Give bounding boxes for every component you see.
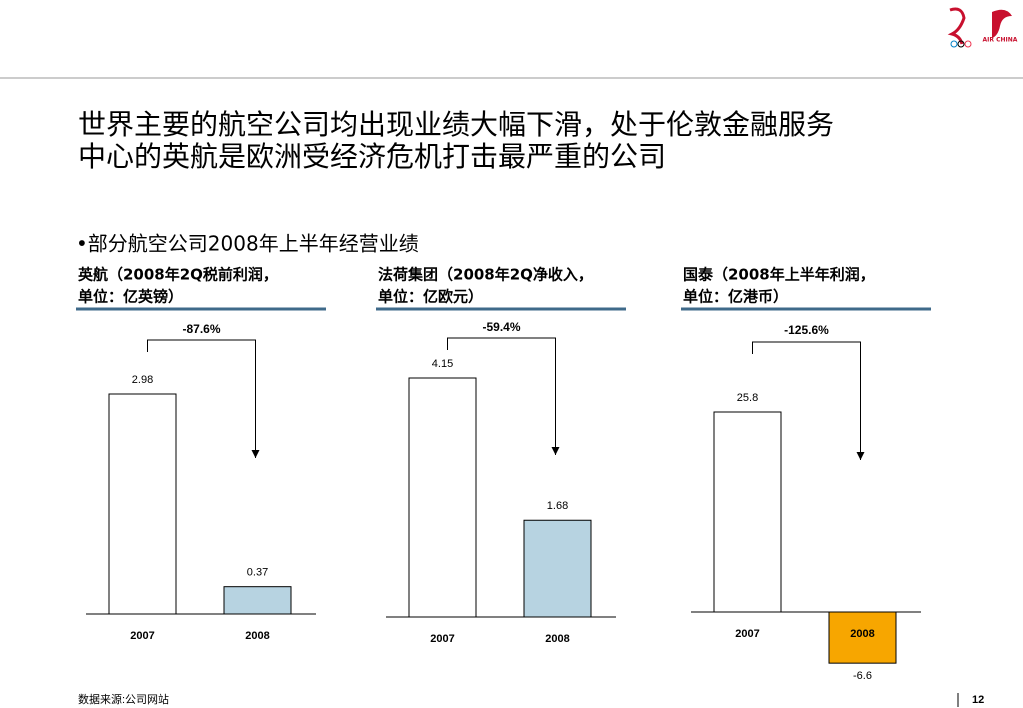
value-label: 1.68 (547, 500, 568, 512)
bar (408, 377, 477, 618)
x-tick-label: 2008 (545, 633, 569, 645)
change-label: -59.4% (482, 320, 520, 334)
title-line: 中心的英航是欧洲受经济危机打击最严重的公司 (78, 140, 666, 173)
chart-title: 单位：亿港币） (683, 288, 788, 306)
page-number: 12 (972, 694, 984, 706)
arrow-head (551, 447, 560, 455)
logo-text: AIR CHINA (983, 37, 1018, 44)
arrow-head (856, 452, 865, 460)
change-label: -125.6% (784, 323, 829, 337)
chart-title: 国泰（2008年上半年利润， (683, 266, 875, 284)
title-line: 世界主要的航空公司均出现业绩大幅下滑，处于伦敦金融服务 (78, 108, 834, 141)
value-label: 25.8 (737, 392, 758, 404)
bar (108, 393, 177, 615)
x-tick-label: 2008 (850, 628, 874, 640)
chart-title: 单位：亿欧元） (378, 288, 483, 306)
bar (223, 586, 292, 615)
x-tick-label: 2007 (430, 633, 454, 645)
value-label: 4.15 (432, 358, 453, 370)
value-label: 0.37 (247, 567, 268, 579)
bar (523, 519, 592, 618)
x-tick-label: 2007 (735, 628, 759, 640)
change-bracket (752, 341, 861, 460)
chart-title: 单位：亿英镑） (78, 288, 183, 306)
change-bracket (147, 339, 256, 458)
change-label: -87.6% (182, 322, 220, 336)
arrow-head (251, 450, 260, 458)
logo: AIR CHINA (947, 7, 1018, 48)
section-heading: •部分航空公司2008年上半年经营业绩 (76, 232, 419, 256)
chart-title: 英航（2008年2Q税前利润， (78, 266, 278, 284)
x-tick-label: 2007 (130, 630, 154, 642)
value-label: -6.6 (853, 670, 872, 682)
bar (713, 411, 782, 613)
change-bracket (447, 337, 556, 455)
x-tick-label: 2008 (245, 630, 269, 642)
source-note: 数据来源:公司网站 (78, 692, 169, 706)
chart-title: 法荷集团（2008年2Q净收入， (378, 266, 593, 284)
value-label: 2.98 (132, 374, 153, 386)
bar (828, 611, 897, 664)
